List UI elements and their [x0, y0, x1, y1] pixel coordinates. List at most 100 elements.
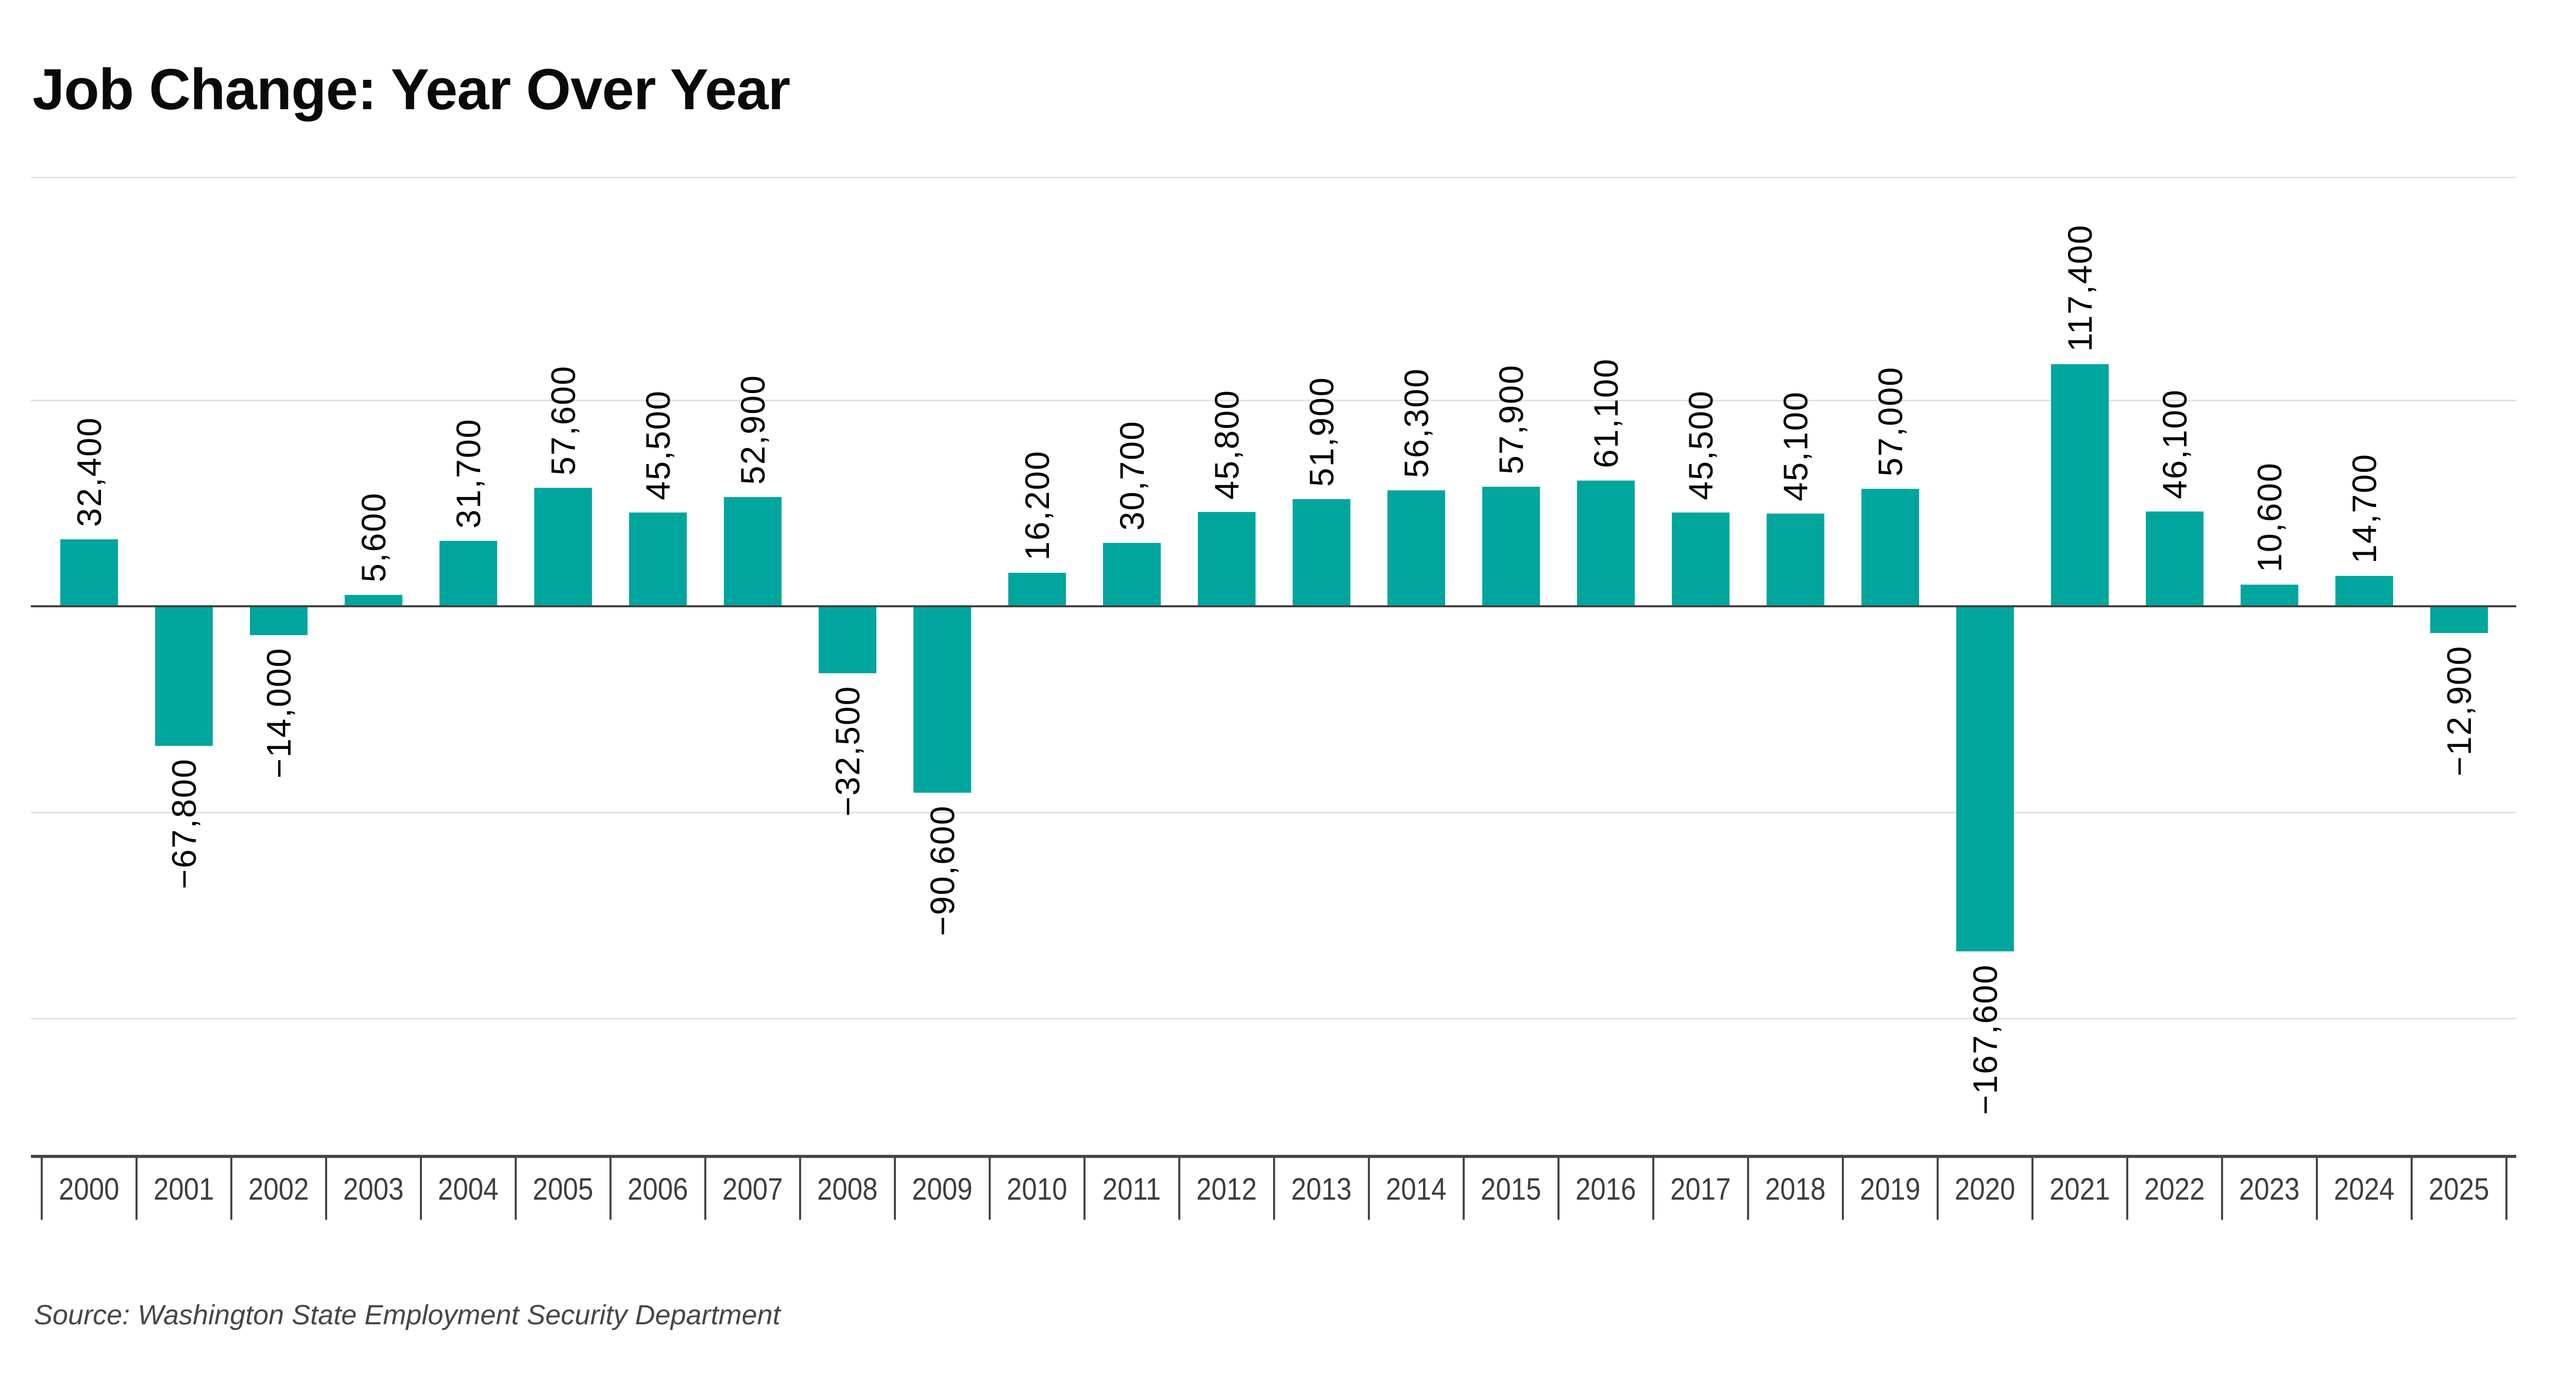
bar-2014[interactable] — [1387, 490, 1445, 606]
zero-axis-line — [31, 605, 2516, 607]
axis-band-separator — [2505, 1158, 2507, 1220]
axis-band-separator — [419, 1158, 422, 1220]
source-attribution: Source: Washington State Employment Secu… — [34, 1300, 781, 1330]
year-label-2017: 2017 — [1670, 1171, 1731, 1206]
year-cell-2005: 2005 — [516, 1158, 611, 1220]
year-label-2015: 2015 — [1480, 1171, 1541, 1206]
bar-2001[interactable] — [155, 606, 213, 746]
gridline-100k — [31, 399, 2516, 401]
axis-band-separator — [2315, 1158, 2318, 1220]
year-cell-2014: 2014 — [1369, 1158, 1464, 1220]
year-cell-2001: 2001 — [137, 1158, 231, 1220]
year-label-2013: 2013 — [1291, 1171, 1352, 1206]
year-cell-2021: 2021 — [2032, 1158, 2127, 1220]
bar-2022[interactable] — [2145, 511, 2204, 606]
bar-2012[interactable] — [1197, 511, 1256, 606]
year-cell-2011: 2011 — [1084, 1158, 1179, 1220]
axis-band-separator — [799, 1158, 801, 1220]
bar-2004[interactable] — [439, 541, 497, 606]
axis-band-separator — [1273, 1158, 1275, 1220]
axis-band-separator — [1462, 1158, 1465, 1220]
gridline--200k — [31, 1017, 2516, 1019]
year-label-2005: 2005 — [532, 1171, 594, 1206]
year-cell-2018: 2018 — [1748, 1158, 1843, 1220]
axis-band-separator — [2410, 1158, 2413, 1220]
year-label-2025: 2025 — [2428, 1171, 2489, 1206]
axis-band-separator — [230, 1158, 232, 1220]
axis-band-separator — [1747, 1158, 1749, 1220]
gridline--100k — [31, 811, 2516, 813]
year-cell-2016: 2016 — [1558, 1158, 1653, 1220]
year-cell-2003: 2003 — [326, 1158, 421, 1220]
year-cell-2008: 2008 — [800, 1158, 895, 1220]
year-label-2008: 2008 — [817, 1171, 878, 1206]
year-cell-2025: 2025 — [2412, 1158, 2506, 1220]
year-label-2006: 2006 — [627, 1171, 688, 1206]
bar-2015[interactable] — [1482, 487, 1540, 606]
year-label-2011: 2011 — [1102, 1171, 1161, 1206]
year-cell-2023: 2023 — [2222, 1158, 2317, 1220]
year-cell-2007: 2007 — [705, 1158, 800, 1220]
bar-2011[interactable] — [1103, 543, 1161, 606]
bar-2025[interactable] — [2430, 606, 2488, 633]
year-label-2019: 2019 — [1859, 1171, 1921, 1206]
axis-band-separator — [1557, 1158, 1560, 1220]
bar-2024[interactable] — [2335, 576, 2393, 606]
year-cell-2004: 2004 — [421, 1158, 516, 1220]
year-label-2018: 2018 — [1765, 1171, 1826, 1206]
year-label-2009: 2009 — [911, 1171, 973, 1206]
year-label-2002: 2002 — [248, 1171, 309, 1206]
year-label-2007: 2007 — [722, 1171, 783, 1206]
axis-band-separator — [1083, 1158, 1086, 1220]
bar-2006[interactable] — [629, 513, 687, 606]
axis-band-top-line — [31, 1155, 2516, 1158]
bar-2008[interactable] — [818, 606, 876, 673]
bar-2019[interactable] — [1861, 489, 1919, 606]
axis-band-separator — [135, 1158, 138, 1220]
bar-2005[interactable] — [534, 487, 592, 606]
year-label-2003: 2003 — [343, 1171, 404, 1206]
bar-2023[interactable] — [2240, 584, 2298, 606]
axis-band-separator — [1367, 1158, 1370, 1220]
year-cell-2006: 2006 — [611, 1158, 705, 1220]
bar-2016[interactable] — [1577, 480, 1635, 606]
axis-band-separator — [2221, 1158, 2223, 1220]
axis-band-separator — [2031, 1158, 2033, 1220]
axis-band-separator — [1936, 1158, 1939, 1220]
bar-2017[interactable] — [1671, 513, 1730, 606]
axis-band-separator — [1652, 1158, 1654, 1220]
bar-2020[interactable] — [1956, 606, 2014, 952]
title-separator-rule — [31, 177, 2516, 178]
bar-2018[interactable] — [1766, 513, 1824, 606]
axis-band-separator — [325, 1158, 327, 1220]
bar-2021[interactable] — [2050, 364, 2109, 606]
bar-2009[interactable] — [913, 606, 971, 793]
bar-2002[interactable] — [249, 606, 308, 635]
axis-band-separator — [988, 1158, 991, 1220]
axis-band-separator — [514, 1158, 517, 1220]
year-label-2024: 2024 — [2333, 1171, 2395, 1206]
year-label-2021: 2021 — [2049, 1171, 2110, 1206]
chart-title: Job Change: Year Over Year — [32, 57, 790, 122]
axis-band-separator — [704, 1158, 706, 1220]
axis-band-separator — [1841, 1158, 1844, 1220]
year-label-2000: 2000 — [58, 1171, 120, 1206]
bar-2003[interactable] — [344, 594, 402, 606]
bar-2000[interactable] — [60, 539, 118, 606]
bar-2013[interactable] — [1292, 499, 1350, 606]
year-cell-2015: 2015 — [1464, 1158, 1558, 1220]
axis-band-separator — [609, 1158, 612, 1220]
year-cell-2024: 2024 — [2317, 1158, 2412, 1220]
year-label-2020: 2020 — [1954, 1171, 2015, 1206]
year-cell-2013: 2013 — [1274, 1158, 1369, 1220]
year-label-2016: 2016 — [1575, 1171, 1636, 1206]
year-cell-2012: 2012 — [1179, 1158, 1274, 1220]
year-label-2012: 2012 — [1196, 1171, 1257, 1206]
bar-2010[interactable] — [1008, 573, 1066, 606]
year-label-2010: 2010 — [1006, 1171, 1067, 1206]
year-label-2001: 2001 — [153, 1171, 214, 1206]
bar-2007[interactable] — [723, 497, 782, 606]
